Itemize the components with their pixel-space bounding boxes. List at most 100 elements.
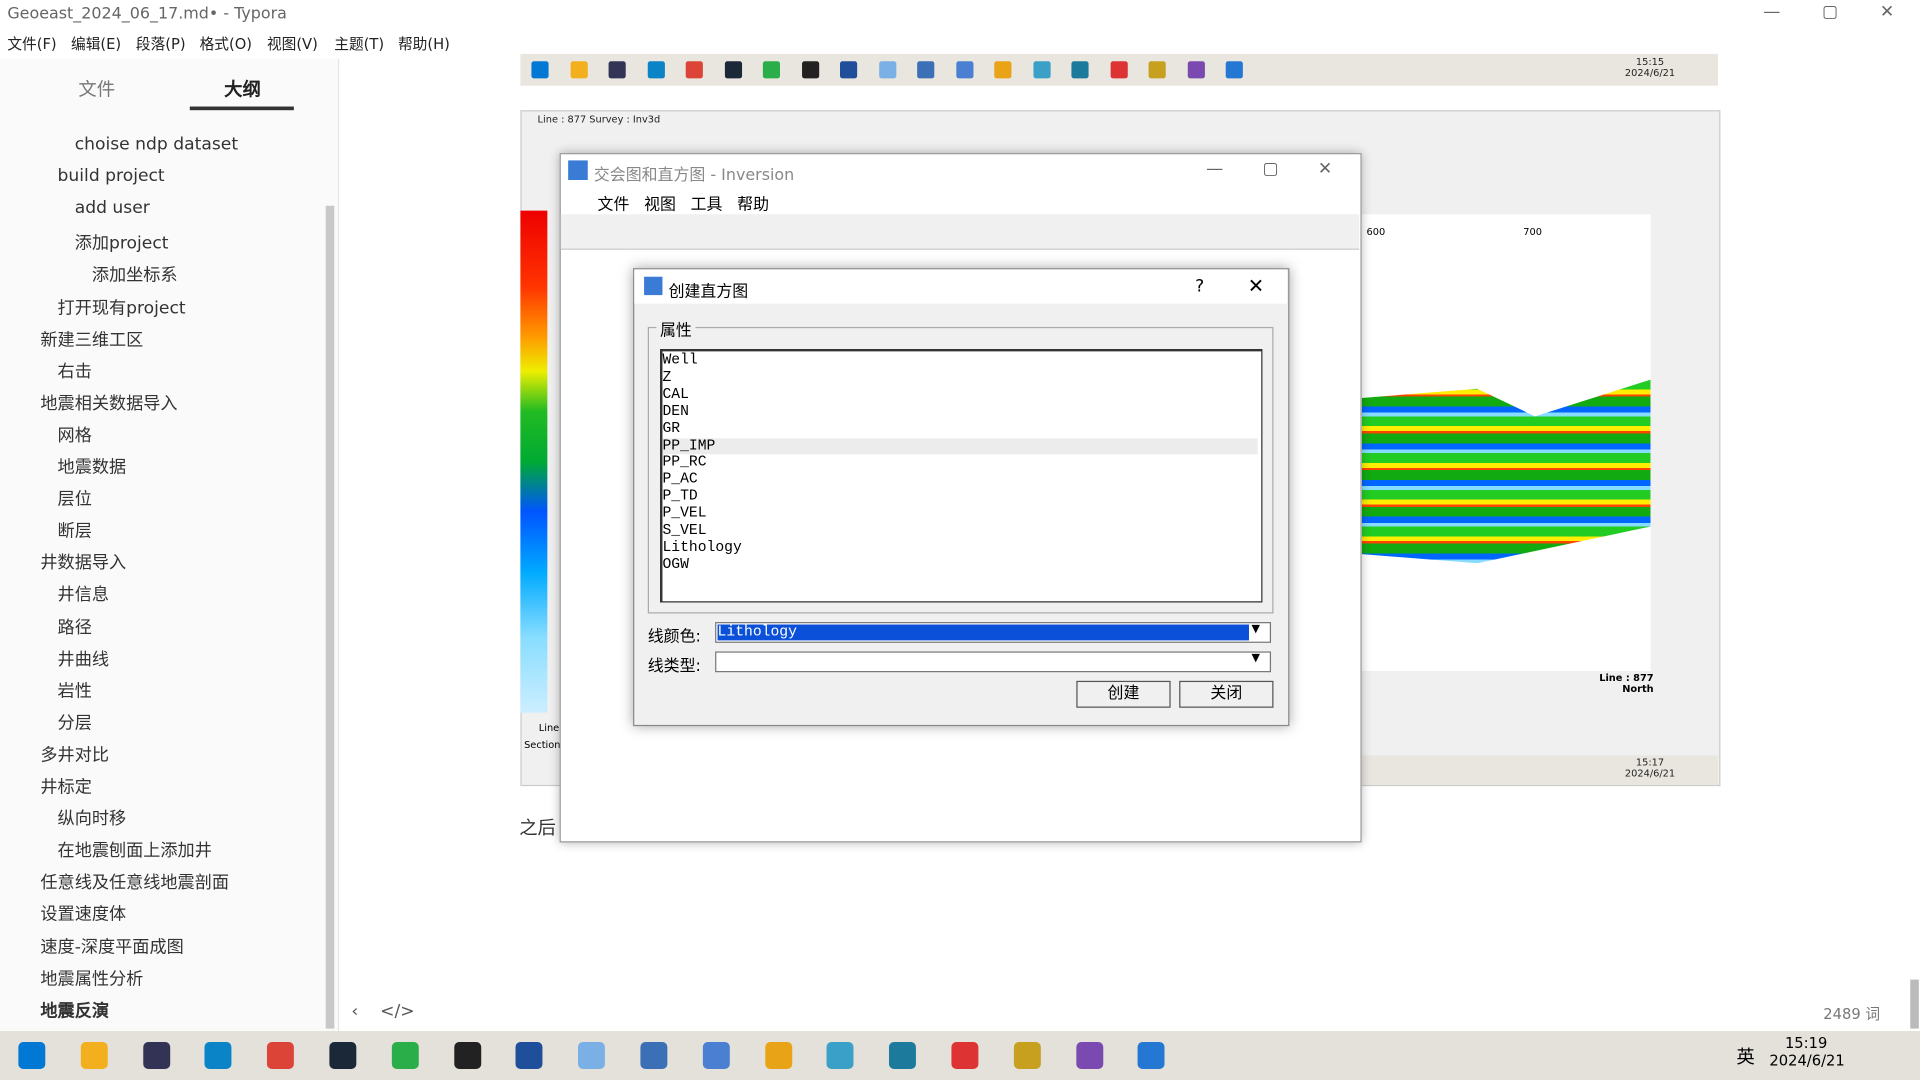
outline-item[interactable]: 网格 bbox=[57, 425, 92, 446]
outline-item[interactable]: 井数据导入 bbox=[40, 553, 127, 574]
taskbar-icon[interactable] bbox=[80, 1042, 108, 1069]
outline-item[interactable]: 地震属性分析 bbox=[40, 969, 144, 989]
line-type-combo[interactable] bbox=[715, 651, 1272, 673]
outline-item[interactable]: 井曲线 bbox=[57, 649, 109, 670]
menu-item[interactable]: 工具 bbox=[690, 195, 723, 215]
outline-item[interactable]: 右击 bbox=[57, 362, 92, 382]
outline-item[interactable]: 岩性 bbox=[57, 681, 92, 702]
attribute-item[interactable]: Well bbox=[662, 351, 698, 369]
menu-item[interactable]: 文件(F) bbox=[7, 35, 57, 53]
taskbar-icon[interactable] bbox=[142, 1042, 170, 1069]
outline-item[interactable]: 打开现有project bbox=[57, 298, 186, 318]
outline-item[interactable]: 新建三维工区 bbox=[40, 330, 144, 350]
taskbar-icon[interactable] bbox=[391, 1042, 419, 1069]
outline-item[interactable]: 路径 bbox=[57, 617, 92, 638]
clock[interactable]: 15:19 2024/6/21 bbox=[1769, 1035, 1844, 1069]
outline-item[interactable]: 任意线及任意线地震剖面 bbox=[40, 873, 229, 894]
attribute-item[interactable]: CAL bbox=[662, 385, 689, 403]
outline-item[interactable]: choise ndp dataset bbox=[74, 134, 239, 155]
attribute-item[interactable]: P_TD bbox=[662, 487, 698, 505]
outline-item[interactable]: 添加project bbox=[74, 234, 169, 254]
taskbar-icon[interactable] bbox=[267, 1042, 295, 1069]
taskbar-icon[interactable] bbox=[1013, 1042, 1041, 1069]
taskbar-icon[interactable] bbox=[889, 1042, 917, 1069]
outline-item[interactable]: 地震数据 bbox=[57, 457, 127, 478]
outline-item[interactable]: 分层 bbox=[57, 713, 92, 734]
taskbar-icon[interactable] bbox=[702, 1042, 730, 1069]
sidebar-tab[interactable]: 大纲 bbox=[224, 78, 261, 101]
dialog-titlebar bbox=[634, 269, 1287, 304]
ime[interactable]: 英 bbox=[1736, 1045, 1755, 1068]
create-button[interactable]: 创建 bbox=[1076, 680, 1171, 708]
toolbar bbox=[560, 214, 1360, 250]
outline-item[interactable]: 层位 bbox=[57, 489, 92, 510]
taskbar-icon[interactable] bbox=[764, 1042, 792, 1069]
embedded-icon bbox=[1148, 61, 1166, 79]
attribute-item[interactable]: P_VEL bbox=[662, 504, 707, 522]
help-button[interactable]: ? bbox=[1195, 276, 1205, 297]
taskbar-icon[interactable] bbox=[578, 1042, 606, 1069]
menu-item[interactable]: 段落(P) bbox=[135, 35, 186, 53]
menu-item[interactable]: 主题(T) bbox=[334, 35, 385, 53]
taskbar-icon[interactable] bbox=[640, 1042, 668, 1069]
attribute-item[interactable]: P_AC bbox=[662, 470, 698, 488]
taskbar-icon[interactable] bbox=[329, 1042, 357, 1069]
outline-item[interactable]: 地震反演 bbox=[40, 1001, 109, 1021]
embedded-icon bbox=[840, 61, 858, 79]
app-icon bbox=[644, 276, 663, 296]
outline-item[interactable]: 断层 bbox=[57, 521, 92, 542]
outline-item[interactable]: add user bbox=[74, 198, 150, 219]
outline-item[interactable]: 设置速度体 bbox=[40, 905, 127, 925]
scrollbar[interactable] bbox=[325, 205, 335, 1029]
date: 2024/6/21 bbox=[1624, 67, 1676, 79]
menu-item[interactable]: 编辑(E) bbox=[71, 35, 122, 53]
outline-item[interactable]: 井标定 bbox=[40, 777, 92, 798]
taskbar-icon[interactable] bbox=[18, 1042, 46, 1069]
outline-item[interactable]: build project bbox=[57, 166, 165, 187]
menu-item[interactable]: 帮助 bbox=[737, 195, 770, 215]
attribute-item[interactable]: PP_RC bbox=[662, 453, 707, 471]
editor-scrollbar[interactable] bbox=[1910, 979, 1919, 1029]
outline-item[interactable]: 井信息 bbox=[57, 585, 109, 606]
attribute-item[interactable]: Lithology bbox=[662, 538, 742, 556]
menu-item[interactable]: 文件 bbox=[597, 195, 630, 215]
taskbar-icon[interactable] bbox=[204, 1042, 232, 1069]
embedded-icon bbox=[955, 61, 973, 79]
close-button[interactable]: 关闭 bbox=[1179, 680, 1274, 708]
dropdown-arrow[interactable]: ▼ bbox=[1251, 623, 1260, 636]
outline-item[interactable]: 添加坐标系 bbox=[91, 266, 178, 286]
line-label: Line : 877 North bbox=[1599, 672, 1653, 694]
dropdown-arrow[interactable]: ▼ bbox=[1251, 652, 1260, 665]
attribute-item[interactable]: PP_IMP bbox=[662, 437, 1258, 454]
close-button[interactable]: ✕ bbox=[1247, 274, 1265, 298]
sidebar-tab[interactable]: 文件 bbox=[78, 78, 116, 101]
outline-item[interactable]: 地震相关数据导入 bbox=[40, 394, 178, 414]
outline-item[interactable]: 速度-深度平面成图 bbox=[40, 937, 184, 957]
attribute-item[interactable]: DEN bbox=[662, 402, 689, 420]
attribute-item[interactable]: S_VEL bbox=[662, 521, 707, 539]
taskbar-icon[interactable] bbox=[1075, 1042, 1103, 1069]
nav-buttons[interactable]: ‹ </> bbox=[351, 1001, 415, 1022]
attribute-item[interactable]: GR bbox=[662, 419, 681, 437]
window-controls[interactable]: —▢✕ bbox=[1763, 2, 1920, 23]
attribute-list[interactable] bbox=[660, 348, 1263, 603]
outline-item[interactable]: 纵向时移 bbox=[57, 809, 127, 830]
taskbar-icon[interactable] bbox=[1138, 1042, 1165, 1069]
taskbar-icon[interactable] bbox=[827, 1042, 854, 1069]
attribute-item[interactable]: Z bbox=[662, 368, 672, 386]
color-bar bbox=[520, 210, 548, 713]
outline-item[interactable]: 在地震刨面上添加井 bbox=[57, 841, 212, 862]
taskbar-icon[interactable] bbox=[515, 1042, 543, 1069]
window-controls[interactable]: —▢✕ bbox=[1206, 159, 1372, 179]
embedded-icon bbox=[1225, 61, 1243, 79]
dialog-title: 创建直方图 bbox=[668, 282, 749, 302]
outline-item[interactable]: 多井对比 bbox=[40, 745, 109, 766]
menu-item[interactable]: 视图(V) bbox=[266, 35, 318, 53]
taskbar-icon[interactable] bbox=[453, 1042, 481, 1069]
menu-item[interactable]: 格式(O) bbox=[199, 35, 253, 53]
taskbar-icon[interactable] bbox=[951, 1042, 979, 1069]
embedded-icon bbox=[1110, 61, 1128, 79]
menu-item[interactable]: 帮助(H) bbox=[397, 35, 450, 53]
menu-item[interactable]: 视图 bbox=[644, 195, 676, 215]
attribute-item[interactable]: OGW bbox=[662, 555, 689, 573]
